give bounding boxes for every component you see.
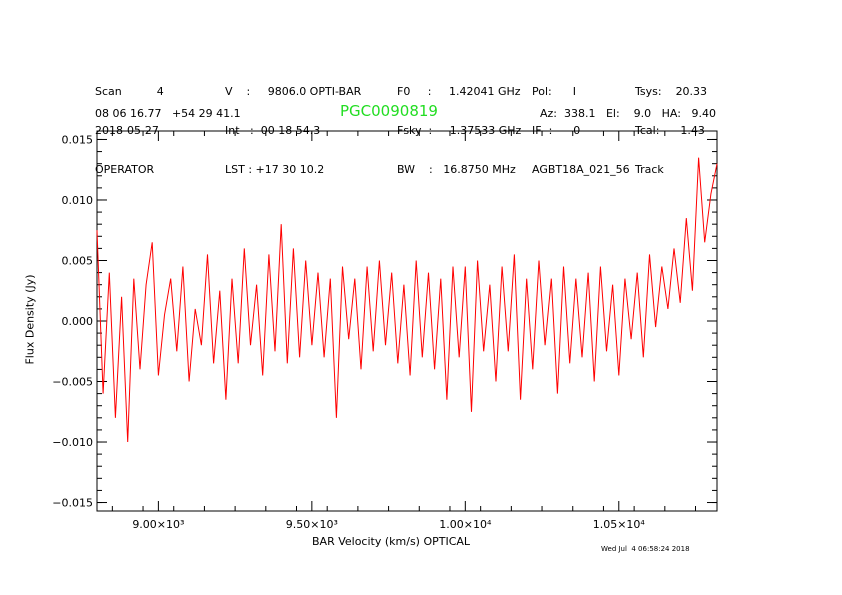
y-tick-label: −0.015 [52,497,93,510]
header-pol-line: Pol: I [532,85,576,98]
x-tick-label: 9.00×10³ [132,518,184,531]
y-axis-label: Flux Density (Jy) [23,274,37,365]
header-velocity-line: V : 9806.0 OPTI-BAR [225,85,362,98]
plot-timestamp: Wed Jul 4 06:58:24 2018 [601,545,690,553]
y-tick-label: −0.010 [52,436,93,449]
header-bw-line: BW : 16.8750 MHz [397,163,516,176]
x-tick-label: 1.00×10⁴ [439,518,492,531]
axis-ticks [97,131,717,511]
header-observer-line: OPERATOR [95,163,155,176]
y-tick-label: 0.015 [62,133,94,146]
axis-tick-labels: 9.00×10³ 9.50×10³ 1.00×10⁴ 1.05×10⁴ −0.015 −0… [52,133,645,531]
header-lst-line: LST : +17 30 10.2 [225,163,325,176]
header-azel: Az: 338.1 El: 9.0 HA: 9.40 [540,107,716,120]
header-coordinates: 08 06 16.77 +54 29 41.1 [95,107,241,120]
y-tick-label: 0.000 [62,315,94,328]
plot-frame [96,130,718,512]
y-tick-label: 0.005 [62,254,94,267]
header-scan-line: Scan 4 [95,85,164,98]
y-tick-label: 0.010 [62,194,94,207]
header-tsys-line: Tsys: 20.33 [635,85,708,98]
x-tick-label: 9.50×10³ [286,518,338,531]
header-f0-line: F0 : 1.42041 GHz [397,85,521,98]
x-axis-label: BAR Velocity (km/s) OPTICAL [312,535,471,548]
flux-series-line [96,157,718,443]
header-mode-line: Track [635,163,664,176]
header-project-line: AGBT18A_021_56 [532,163,630,176]
source-name: PGC0090819 [340,102,438,120]
y-tick-label: −0.005 [52,376,93,389]
x-tick-label: 1.05×10⁴ [593,518,646,531]
